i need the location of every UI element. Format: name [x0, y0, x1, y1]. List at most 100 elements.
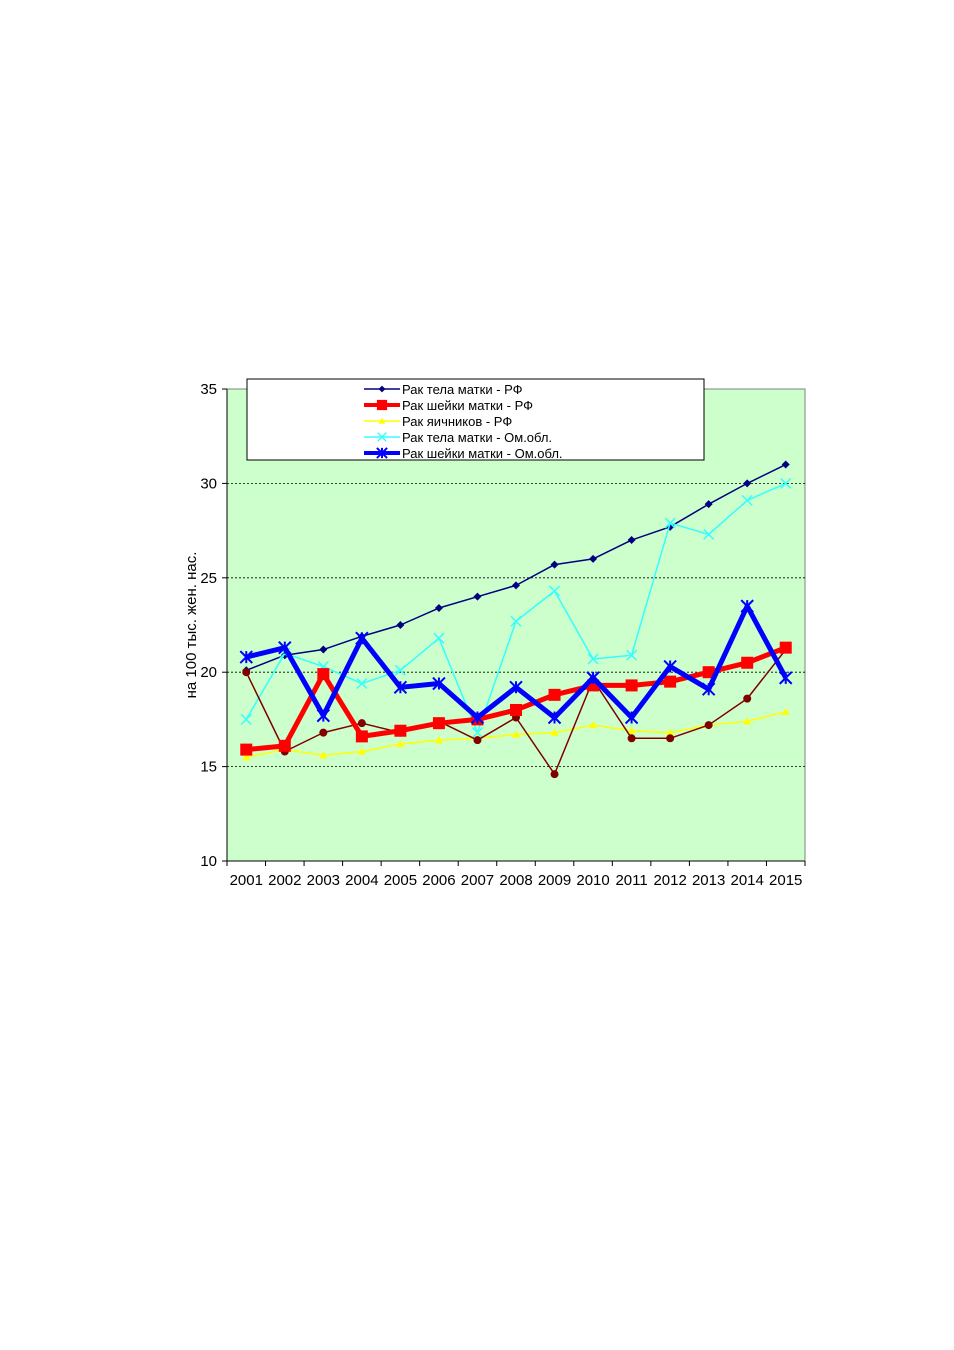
data-point: [663, 659, 677, 674]
data-point: [666, 734, 675, 743]
data-point: [510, 615, 522, 627]
x-tick-label: 2014: [731, 872, 764, 889]
legend-item: Рак тела матки - Ом.обл.: [364, 430, 552, 445]
legend-item: Рак яичников - РФ: [364, 414, 512, 429]
data-point: [434, 736, 443, 744]
y-axis-title: на 100 тыс. жен. нас.: [183, 552, 200, 699]
data-point: [509, 680, 523, 695]
x-tick-label: 2005: [384, 872, 417, 889]
data-point: [625, 679, 638, 692]
data-point: [355, 730, 368, 743]
legend-item: Рак тела матки - РФ: [364, 382, 523, 397]
y-tick-label: 30: [200, 475, 217, 492]
data-point: [432, 717, 445, 730]
data-point: [432, 676, 446, 691]
legend-box: [246, 378, 705, 461]
x-tick-label: 2001: [230, 872, 263, 889]
data-point: [240, 743, 253, 756]
data-point: [701, 682, 716, 696]
data-point: [316, 708, 331, 723]
data-point: [550, 560, 559, 569]
data-point: [396, 621, 405, 629]
x-tick-label: 2007: [461, 872, 494, 889]
legend-swatch-marker: [378, 417, 386, 424]
data-point: [548, 688, 561, 701]
legend-item: Рак шейки матки - РФ: [364, 398, 533, 413]
y-tick-label: 10: [200, 853, 217, 870]
data-point: [394, 664, 406, 676]
data-point: [242, 668, 251, 677]
x-tick-label: 2013: [692, 872, 725, 889]
y-tick-label: 15: [200, 759, 217, 776]
data-point: [740, 599, 754, 613]
data-point: [512, 581, 520, 590]
data-point: [741, 656, 754, 669]
x-tick-label: 2009: [538, 872, 571, 889]
data-point: [319, 728, 328, 737]
data-point: [743, 479, 752, 488]
data-point: [434, 604, 443, 613]
y-tick-label: 35: [200, 381, 217, 398]
data-point: [510, 703, 522, 716]
data-point: [624, 710, 639, 725]
data-point: [357, 747, 366, 755]
x-tick-label: 2004: [345, 872, 378, 889]
data-point: [703, 528, 715, 540]
y-tick-label: 25: [200, 570, 217, 587]
data-point: [512, 730, 520, 738]
data-point: [781, 707, 790, 716]
data-point: [357, 719, 366, 728]
data-point: [433, 632, 445, 644]
data-point: [704, 500, 713, 509]
legend-swatch-marker: [376, 447, 388, 459]
data-point: [547, 710, 562, 725]
legend-label: Рак тела матки - РФ: [402, 382, 523, 397]
x-tick-label: 2003: [307, 872, 340, 889]
x-tick-label: 2011: [615, 872, 647, 889]
x-tick-label: 2010: [576, 872, 609, 889]
series-1: [242, 460, 790, 675]
data-point: [470, 710, 485, 725]
x-tick-label: 2015: [769, 872, 802, 889]
legend-swatch-marker: [376, 399, 388, 411]
y-tick-label: 20: [200, 664, 217, 681]
data-point: [319, 751, 328, 759]
legend-label: Рак шейки матки - РФ: [402, 398, 533, 413]
data-point: [589, 554, 598, 563]
plot-area: [226, 388, 806, 862]
data-point: [664, 517, 676, 529]
legend-label: Рак яичников - РФ: [402, 414, 512, 429]
data-point: [779, 671, 793, 685]
data-point: [586, 671, 600, 685]
data-point: [743, 694, 752, 703]
data-point: [741, 494, 753, 506]
legend-label: Рак шейки матки - Ом.обл.: [402, 446, 563, 461]
data-point: [587, 653, 599, 665]
data-point: [471, 727, 483, 739]
x-tick-label: 2008: [499, 872, 532, 889]
x-tick-label: 2006: [422, 872, 455, 889]
legend-item: Рак шейки матки - Ом.обл.: [364, 446, 563, 461]
data-point: [319, 645, 328, 654]
data-point: [627, 536, 636, 545]
data-point: [393, 680, 408, 695]
data-point: [473, 736, 482, 745]
data-point: [278, 640, 292, 655]
data-point: [356, 677, 368, 690]
data-point: [278, 739, 291, 752]
data-point: [702, 666, 715, 679]
data-point: [549, 585, 561, 597]
data-point: [780, 477, 792, 489]
legend-swatch-marker: [377, 432, 387, 442]
data-point: [589, 721, 598, 729]
series-5: [239, 599, 793, 725]
data-point: [550, 728, 559, 736]
data-point: [626, 649, 638, 661]
data-point: [550, 770, 559, 779]
data-point: [743, 717, 752, 725]
data-point: [240, 713, 252, 725]
data-point: [242, 753, 251, 761]
data-point: [627, 734, 636, 743]
data-point: [664, 675, 677, 688]
